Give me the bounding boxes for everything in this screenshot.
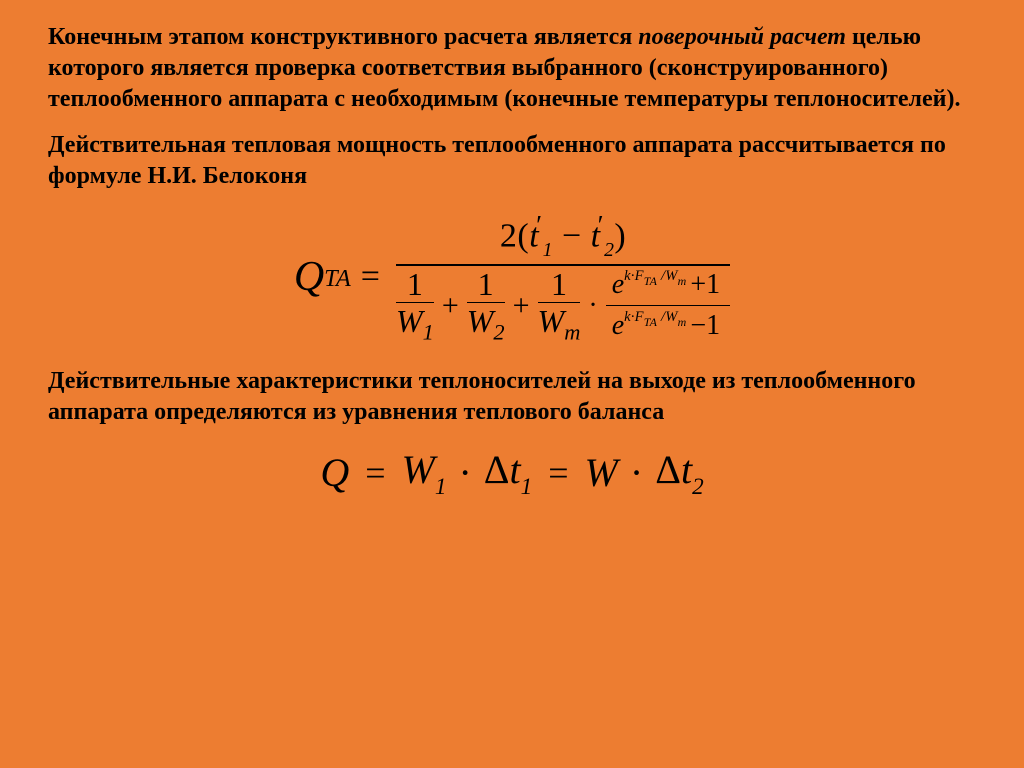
num-minus: − [553, 217, 591, 254]
num-t2-sub: 2 [604, 239, 614, 261]
hb-t2-sub: 2 [692, 474, 704, 500]
hb-W2: W [585, 449, 618, 496]
formula-qta-lhs: QTA = [294, 210, 390, 344]
w2-num: 1 [474, 268, 498, 302]
num-t2-prime: ′ [598, 210, 604, 240]
num-close: ) [614, 217, 626, 254]
exp-m-bot: m [678, 315, 687, 329]
exp-m-top: m [678, 274, 687, 288]
term-1-over-w2: 1 W2 [467, 268, 505, 344]
w1-sub: 1 [423, 319, 434, 344]
sym-Q: Q [294, 253, 324, 301]
exp-W-top: /W [657, 268, 677, 284]
hb-dt2: Δt2 [655, 446, 703, 499]
exp-sup-bot: k·FTA /Wm [624, 309, 686, 329]
paragraph-3: Действительные характеристики теплоносит… [48, 366, 976, 428]
paragraph-2: Действительная тепловая мощность теплооб… [48, 130, 976, 192]
hb-W1-sub: 1 [435, 474, 447, 500]
w2-sub: 2 [493, 319, 504, 344]
term-1-over-w1: 1 W1 [396, 268, 434, 344]
exp-kF-bot: k·F [624, 309, 644, 325]
plus-1: + [434, 289, 467, 323]
num-t1-sub: 1 [543, 239, 553, 261]
exp-TA-bot: TA [644, 315, 657, 329]
w1-sym: W [396, 303, 423, 339]
num-coef: 2( [500, 217, 529, 254]
hb-t2: t [681, 447, 692, 492]
hb-delta1: Δ [484, 447, 510, 492]
hb-W1-sym: W [402, 447, 435, 492]
plus-2: + [505, 289, 538, 323]
exp-kF-top: k·F [624, 268, 644, 284]
w1-den: W1 [396, 303, 434, 344]
p1-italic: поверочный расчет [638, 24, 846, 50]
exp-plus1: +1 [686, 269, 724, 301]
formula-qta-fraction: 2(t′1 − t′2) 1 W1 + 1 W2 + 1 Wm [396, 210, 730, 344]
wm-den: Wm [538, 303, 581, 344]
cdot: · [580, 290, 605, 322]
wm-sub: m [564, 319, 580, 344]
exp-TA-top: TA [644, 274, 657, 288]
qta-denominator: 1 W1 + 1 W2 + 1 Wm · ek·FTA /Wm+1 [396, 266, 730, 344]
formula-qta: QTA = 2(t′1 − t′2) 1 W1 + 1 W2 + 1 [122, 210, 902, 344]
exp-e-bot: e [612, 310, 624, 342]
hb-t1: t [510, 447, 521, 492]
exp-fraction: ek·FTA /Wm+1 ek·FTA /Wm−1 [606, 269, 730, 342]
formula-heat-balance: Q = W1 · Δt1 = W · Δt2 [48, 446, 976, 499]
wm-sym: W [538, 303, 565, 339]
p1-text-a: Конечным этапом конструктивного расчета … [48, 24, 638, 50]
hb-eq1: = [355, 452, 395, 494]
hb-cdot1: · [452, 449, 477, 496]
hb-Q: Q [320, 449, 349, 496]
exp-e-top: e [612, 269, 624, 301]
hb-delta2: Δ [655, 447, 681, 492]
w2-den: W2 [467, 303, 505, 344]
sub-TA: TA [324, 265, 351, 293]
num-t1-prime: ′ [536, 210, 542, 240]
exp-W-bot: /W [657, 309, 677, 325]
w2-sym: W [467, 303, 494, 339]
hb-W1: W1 [402, 446, 447, 499]
exp-num: ek·FTA /Wm+1 [606, 269, 730, 305]
exp-sup-top: k·FTA /Wm [624, 268, 686, 288]
qta-numerator: 2(t′1 − t′2) [488, 210, 638, 264]
eq-sign: = [351, 258, 390, 296]
wm-num: 1 [547, 268, 571, 302]
term-1-over-wm: 1 Wm [538, 268, 581, 344]
hb-dt1: Δt1 [484, 446, 532, 499]
exp-den: ek·FTA /Wm−1 [606, 306, 730, 342]
hb-eq2: = [538, 452, 578, 494]
hb-cdot2: · [624, 449, 649, 496]
hb-t1-sub: 1 [521, 474, 533, 500]
paragraph-1: Конечным этапом конструктивного расчета … [48, 22, 976, 116]
exp-minus1: −1 [686, 310, 724, 342]
w1-num: 1 [403, 268, 427, 302]
